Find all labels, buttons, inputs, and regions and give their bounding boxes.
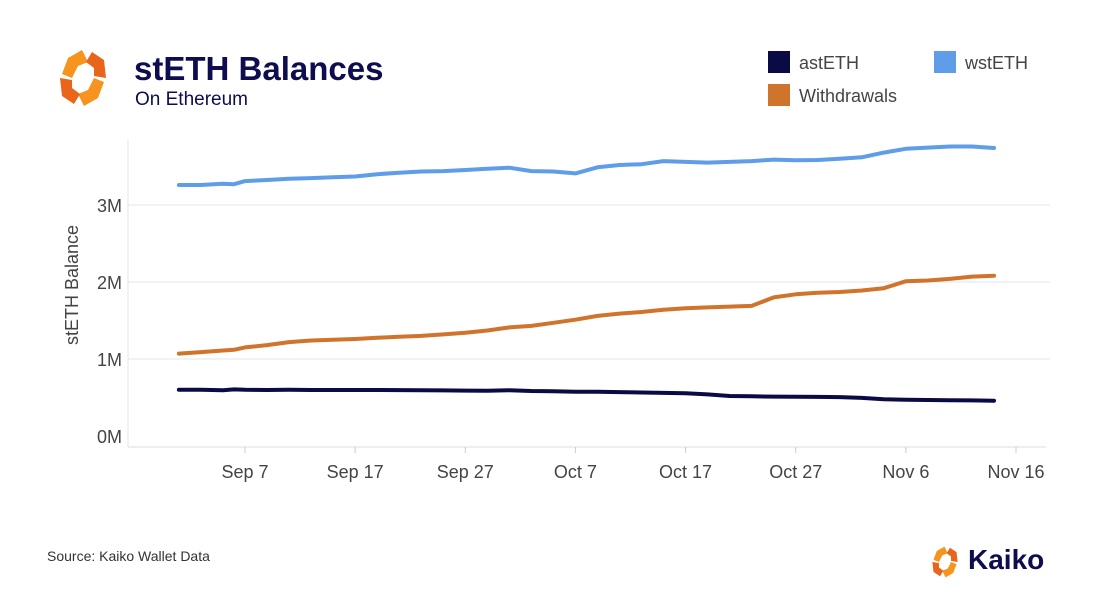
chart-title: stETH Balances <box>134 50 384 87</box>
axes: 0M 1M 2M 3M Sep 7 Sep 17 Sep 27 Oct 7 Oct 17 Oct … <box>62 140 1046 482</box>
series-lines <box>176 144 996 403</box>
y-tick-label: 3M <box>97 196 122 216</box>
series-line-wsteth <box>176 144 996 187</box>
series-line-asteth <box>176 387 996 403</box>
series-line-withdrawals <box>176 273 996 356</box>
source-note: Source: Kaiko Wallet Data <box>47 548 210 564</box>
x-tick-label: Sep 27 <box>437 462 494 482</box>
kaiko-logo-icon <box>60 50 106 106</box>
line-chart: 0M 1M 2M 3M Sep 7 Sep 17 Sep 27 Oct 7 Oct 17 Oct … <box>62 51 1050 482</box>
y-tick-label: 1M <box>97 350 122 370</box>
legend-label-withdrawals: Withdrawals <box>799 86 897 106</box>
x-tick-label: Sep 17 <box>327 462 384 482</box>
legend-swatch-asteth <box>768 51 790 73</box>
legend-label-asteth: astETH <box>799 53 859 73</box>
x-tick-label: Oct 27 <box>769 462 822 482</box>
legend-label-wsteth: wstETH <box>964 53 1028 73</box>
y-tick-label: 0M <box>97 427 122 447</box>
legend: astETH wstETH Withdrawals <box>768 51 1028 106</box>
x-tick-label: Nov 6 <box>882 462 929 482</box>
legend-swatch-wsteth <box>934 51 956 73</box>
chart-subtitle: On Ethereum <box>135 89 248 110</box>
kaiko-brand-icon <box>932 546 958 578</box>
y-tick-label: 2M <box>97 273 122 293</box>
x-tick-label: Oct 17 <box>659 462 712 482</box>
legend-swatch-withdrawals <box>768 84 790 106</box>
gridlines <box>128 204 1050 360</box>
x-tick-label: Oct 7 <box>554 462 597 482</box>
x-tick-label: Sep 7 <box>221 462 268 482</box>
brand-name: Kaiko <box>968 544 1045 575</box>
y-axis-title: stETH Balance <box>62 225 82 345</box>
x-tick-label: Nov 16 <box>987 462 1044 482</box>
